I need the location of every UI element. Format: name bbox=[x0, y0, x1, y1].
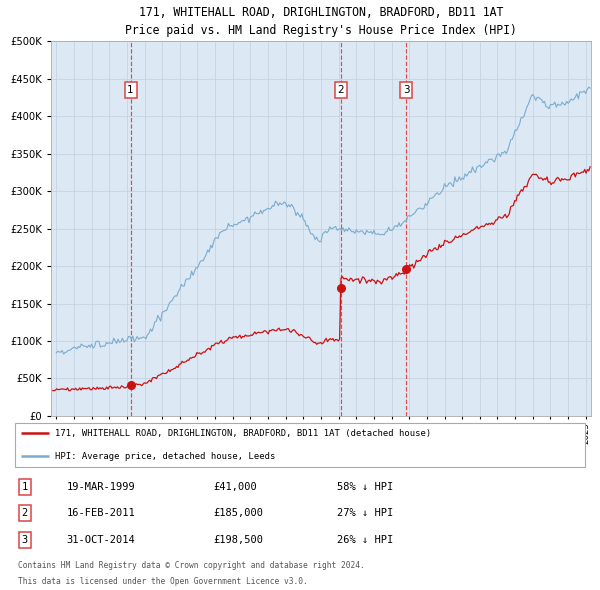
Text: £41,000: £41,000 bbox=[214, 482, 257, 492]
Text: 3: 3 bbox=[403, 85, 410, 95]
Text: £185,000: £185,000 bbox=[214, 509, 263, 518]
Text: This data is licensed under the Open Government Licence v3.0.: This data is licensed under the Open Gov… bbox=[18, 577, 308, 586]
FancyBboxPatch shape bbox=[15, 422, 585, 467]
Text: 58% ↓ HPI: 58% ↓ HPI bbox=[337, 482, 394, 492]
Text: Contains HM Land Registry data © Crown copyright and database right 2024.: Contains HM Land Registry data © Crown c… bbox=[18, 561, 365, 571]
Text: HPI: Average price, detached house, Leeds: HPI: Average price, detached house, Leed… bbox=[55, 452, 275, 461]
Text: 16-FEB-2011: 16-FEB-2011 bbox=[67, 509, 136, 518]
Text: 31-OCT-2014: 31-OCT-2014 bbox=[67, 535, 136, 545]
Text: 171, WHITEHALL ROAD, DRIGHLINGTON, BRADFORD, BD11 1AT (detached house): 171, WHITEHALL ROAD, DRIGHLINGTON, BRADF… bbox=[55, 429, 431, 438]
Text: 1: 1 bbox=[22, 482, 28, 492]
Text: £198,500: £198,500 bbox=[214, 535, 263, 545]
Title: 171, WHITEHALL ROAD, DRIGHLINGTON, BRADFORD, BD11 1AT
Price paid vs. HM Land Reg: 171, WHITEHALL ROAD, DRIGHLINGTON, BRADF… bbox=[125, 6, 517, 37]
Text: 19-MAR-1999: 19-MAR-1999 bbox=[67, 482, 136, 492]
Text: 3: 3 bbox=[22, 535, 28, 545]
Text: 26% ↓ HPI: 26% ↓ HPI bbox=[337, 535, 394, 545]
Text: 1: 1 bbox=[127, 85, 134, 95]
Text: 2: 2 bbox=[337, 85, 344, 95]
Text: 27% ↓ HPI: 27% ↓ HPI bbox=[337, 509, 394, 518]
Text: 2: 2 bbox=[22, 509, 28, 518]
